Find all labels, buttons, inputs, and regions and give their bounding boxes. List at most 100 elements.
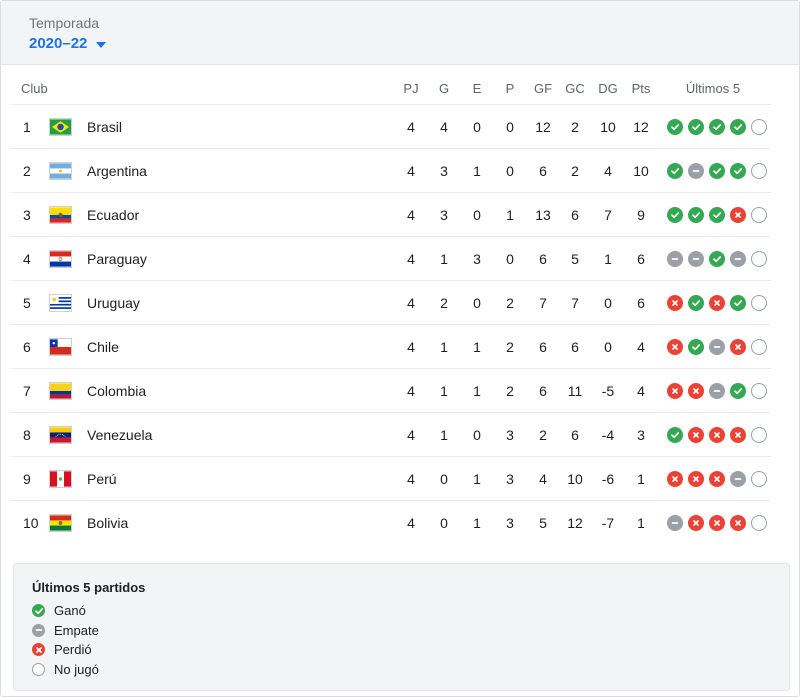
team-name[interactable]: Ecuador — [87, 206, 140, 223]
team-name[interactable]: Bolivia — [87, 514, 129, 531]
draw-minus-icon — [32, 623, 45, 637]
win-check-icon — [709, 118, 725, 135]
position: 7 — [23, 382, 31, 399]
goal-difference: 0 — [604, 338, 612, 355]
venezuela-flag-icon — [49, 413, 72, 456]
win-check-icon — [667, 118, 683, 135]
win-check-icon — [730, 382, 746, 399]
header-gc: GC — [565, 81, 585, 96]
position: 9 — [23, 470, 31, 487]
not-played-circle-icon — [751, 426, 767, 443]
colombia-flag-icon — [49, 369, 72, 412]
legend-item: Perdió — [32, 640, 99, 660]
played: 4 — [407, 426, 415, 443]
goals-against: 6 — [571, 338, 579, 355]
position: 6 — [23, 338, 31, 355]
last-5-results — [661, 281, 773, 324]
draw-minus-icon — [730, 470, 746, 487]
points: 1 — [637, 470, 645, 487]
season-value: 2020–22 — [29, 35, 88, 52]
not-played-circle-icon — [751, 514, 767, 531]
played: 4 — [407, 338, 415, 355]
table-row[interactable]: 1 Brasil 4 4 0 0 12 2 10 12 — [11, 105, 771, 149]
team-name[interactable]: Chile — [87, 338, 119, 355]
legend-label: Perdió — [54, 642, 92, 658]
draws: 1 — [473, 382, 481, 399]
draw-minus-icon — [667, 250, 683, 267]
table-row[interactable]: 6 Chile 4 1 1 2 6 6 0 4 — [11, 325, 771, 369]
legend-label: No jugó — [54, 661, 99, 677]
goal-difference: 1 — [604, 250, 612, 267]
header-dg: DG — [598, 81, 618, 96]
points: 3 — [637, 426, 645, 443]
goal-difference: -6 — [601, 470, 615, 487]
goals-for: 5 — [539, 514, 547, 531]
goal-difference: 4 — [604, 162, 612, 179]
team-name[interactable]: Argentina — [87, 162, 147, 179]
table-row[interactable]: 5 Uruguay 4 2 0 2 7 7 0 6 — [11, 281, 771, 325]
played: 4 — [407, 470, 415, 487]
win-check-icon — [688, 206, 704, 223]
table-row[interactable]: 2 Argentina 4 3 1 0 6 2 4 10 — [11, 149, 771, 193]
table-row[interactable]: 8 Venezuela 4 1 0 3 2 6 -4 3 — [11, 413, 771, 457]
losses: 0 — [506, 118, 514, 135]
position: 2 — [23, 162, 31, 179]
wins: 4 — [440, 118, 448, 135]
draw-minus-icon — [667, 514, 683, 531]
table-row[interactable]: 9 Perú 4 0 1 3 4 10 -6 1 — [11, 457, 771, 501]
win-check-icon — [667, 426, 683, 443]
season-dropdown[interactable]: 2020–22 — [29, 35, 107, 52]
played: 4 — [407, 162, 415, 179]
goals-against: 10 — [567, 470, 583, 487]
win-check-icon — [709, 206, 725, 223]
points: 9 — [637, 206, 645, 223]
table-row[interactable]: 3 Ecuador 4 3 0 1 13 6 7 9 — [11, 193, 771, 237]
win-check-icon — [688, 294, 704, 311]
goals-for: 7 — [539, 294, 547, 311]
legend-item: Ganó — [32, 601, 99, 621]
played: 4 — [407, 206, 415, 223]
position: 4 — [23, 250, 31, 267]
last-5-results — [661, 149, 773, 192]
loss-x-icon — [709, 294, 725, 311]
not-played-circle-icon — [751, 162, 767, 179]
position: 8 — [23, 426, 31, 443]
header-pts: Pts — [631, 81, 651, 96]
position: 1 — [23, 118, 31, 135]
loss-x-icon — [667, 294, 683, 311]
loss-x-icon — [709, 426, 725, 443]
win-check-icon — [688, 118, 704, 135]
peru-flag-icon — [49, 457, 72, 500]
win-check-icon — [667, 206, 683, 223]
table-row[interactable]: 7 Colombia 4 1 1 2 6 11 -5 4 — [11, 369, 771, 413]
draw-minus-icon — [709, 338, 725, 355]
goals-for: 6 — [539, 382, 547, 399]
season-header: Temporada 2020–22 — [1, 1, 799, 65]
table-row[interactable]: 10 Bolivia 4 0 1 3 5 12 -7 1 — [11, 501, 771, 544]
points: 10 — [633, 162, 649, 179]
team-name[interactable]: Perú — [87, 470, 117, 487]
wins: 1 — [440, 250, 448, 267]
goals-against: 2 — [571, 162, 579, 179]
legend-item: Empate — [32, 621, 99, 641]
loss-x-icon — [688, 470, 704, 487]
goals-for: 6 — [539, 250, 547, 267]
table-row[interactable]: 4 Paraguay 4 1 3 0 6 5 1 6 — [11, 237, 771, 281]
draws: 0 — [473, 206, 481, 223]
loss-x-icon — [688, 514, 704, 531]
header-p: P — [505, 81, 515, 96]
team-name[interactable]: Uruguay — [87, 294, 140, 311]
team-name[interactable]: Colombia — [87, 382, 147, 399]
team-name[interactable]: Brasil — [87, 118, 123, 135]
wins: 0 — [440, 514, 448, 531]
wins: 1 — [440, 382, 448, 399]
team-name[interactable]: Venezuela — [87, 426, 153, 443]
header-gf: GF — [533, 81, 553, 96]
position: 10 — [23, 514, 39, 531]
losses: 0 — [506, 250, 514, 267]
team-name[interactable]: Paraguay — [87, 250, 147, 267]
legend-title: Últimos 5 partidos — [32, 580, 146, 595]
played: 4 — [407, 514, 415, 531]
legend-label: Empate — [54, 622, 99, 638]
last-5-results — [661, 457, 773, 500]
